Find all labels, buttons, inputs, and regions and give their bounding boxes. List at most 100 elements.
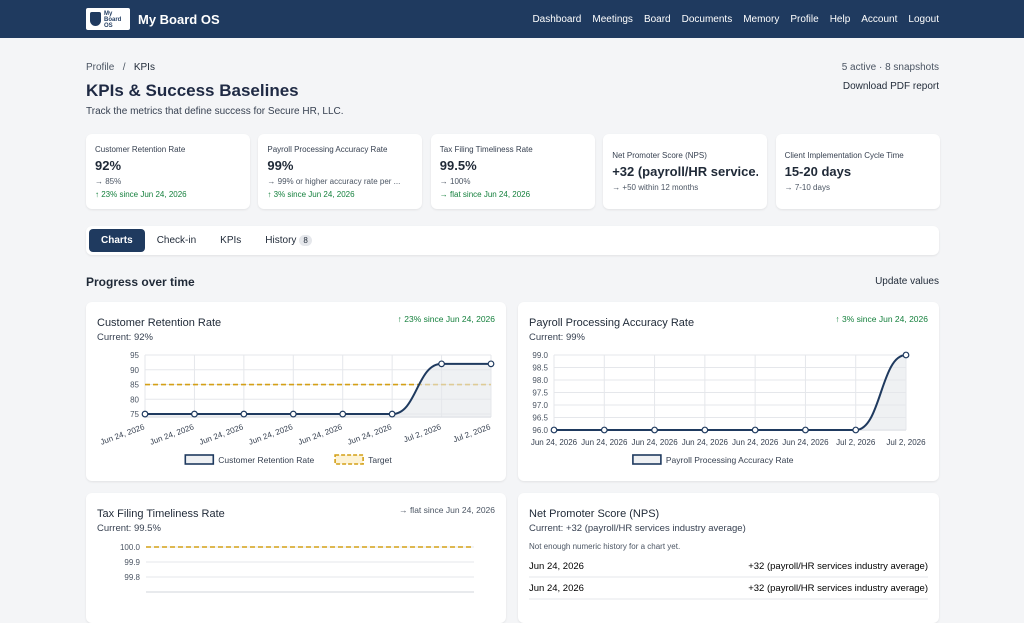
download-link[interactable]: Download PDF report [842, 81, 939, 92]
update-link[interactable]: Update values [875, 276, 939, 287]
tab-label: History [265, 235, 297, 246]
point [339, 410, 347, 418]
chart-current: Current: 99% [529, 332, 586, 343]
kpi-value: +32 (payroll/HR service... [612, 164, 759, 179]
chart-current: Current: 92% [97, 332, 154, 343]
point [751, 426, 759, 434]
kpi-target: → 99% or higher accuracy rate per ... [267, 176, 401, 186]
area-fill [145, 363, 491, 417]
point [550, 426, 558, 434]
nav-link[interactable]: Profile [790, 14, 819, 25]
line [553, 354, 907, 431]
x-tick-label: Jun 24, 2026 [149, 422, 196, 446]
point [388, 410, 396, 418]
x-tick-label: Jun 24, 2026 [346, 422, 393, 446]
chart-title: Customer Retention Rate [97, 317, 221, 329]
nav-link[interactable]: Meetings [592, 14, 633, 25]
section-title: Progress over time [86, 275, 195, 289]
nav-link[interactable]: Logout [908, 14, 939, 25]
nav-link[interactable]: Documents [681, 14, 733, 25]
brand[interactable]: My Board OS [138, 12, 220, 27]
tab[interactable]: KPIs [208, 229, 253, 252]
crumb: KPIs [133, 62, 155, 73]
chart-trend: → flat since Jun 24, 2026 [399, 505, 495, 515]
nav-bar: My Board OS My Board OS Dashboard Meetings B… [0, 0, 1024, 38]
nav-link[interactable]: Dashboard [532, 14, 582, 25]
x-tick-label: Jul 2, 2026 [452, 422, 492, 444]
legend-swatch [334, 454, 364, 465]
area-fill [554, 355, 906, 430]
point [240, 410, 248, 418]
chart-card: Customer Retention Rate Current: 92% ↑ 23%… [86, 302, 506, 481]
y-tick-label: 98.0 [532, 376, 548, 385]
x-tick-label: Jun 24, 2026 [732, 438, 779, 447]
x-tick-label: Jul 2, 2026 [402, 422, 442, 444]
kpi-target: → 7-10 days [784, 183, 830, 192]
legend-swatch [632, 454, 662, 465]
point [487, 360, 495, 368]
tabs: Charts Check-in KPIs History 8 [86, 226, 939, 255]
kpi-label: Client Implementation Cycle Time [784, 151, 904, 160]
point [289, 410, 297, 418]
y-tick-label: 100.0 [120, 543, 141, 552]
tab[interactable]: Charts [89, 229, 145, 252]
chart-note: Not enough numeric history for a chart y… [529, 542, 680, 551]
kpi-card: Client Implementation Cycle Time 15-20 da… [775, 134, 940, 209]
x-tick-label: Jul 2, 2026 [886, 438, 926, 447]
nav-link[interactable]: Board [643, 14, 671, 25]
x-tick-label: Jun 24, 2026 [782, 438, 829, 447]
x-tick-label: Jun 24, 2026 [682, 438, 729, 447]
chart: Payroll Processing Accuracy Rate Current:… [529, 314, 928, 465]
chart-title: Tax Filing Timeliness Rate [97, 508, 225, 520]
x-tick-label: Jun 24, 2026 [631, 438, 678, 447]
tab-label: Charts [101, 235, 133, 246]
point [438, 360, 445, 368]
kpi-target: → 85% [95, 176, 122, 186]
kpi-trend: → flat since Jun 24, 2026 [439, 189, 531, 199]
breadcrumb: Profile / KPIs [86, 62, 155, 73]
point [651, 426, 658, 434]
point [141, 410, 149, 418]
crumb[interactable]: Profile [86, 62, 115, 73]
chart-trend: ↑ 3% since Jun 24, 2026 [835, 314, 928, 324]
y-tick-label: 75 [130, 410, 139, 419]
crumb-sep: / [122, 62, 126, 73]
logo[interactable]: My Board OS [86, 8, 130, 30]
chart-card: Tax Filing Timeliness Rate Current: 99.5%… [86, 493, 506, 623]
row-value: +32 (payroll/HR services industry averag… [748, 561, 928, 572]
y-tick-label: 95 [130, 351, 139, 360]
meta: 5 active · 8 snapshots [841, 62, 939, 73]
x-tick-label: Jun 24, 2026 [531, 438, 578, 447]
kpi-value: 99.5% [439, 157, 477, 173]
line [145, 362, 491, 416]
nav-link[interactable]: Memory [743, 14, 780, 25]
legend-label: Customer Retention Rate [218, 455, 314, 465]
chart-current: Current: +32 (payroll/HR services indust… [529, 523, 746, 534]
tab[interactable]: History 8 [253, 229, 324, 252]
nav-links: Dashboard Meetings Board Documents Memory Pro… [532, 14, 939, 25]
kpi-card: Net Promoter Score (NPS) +32 (payroll/HR … [603, 134, 768, 209]
y-tick-label: 90 [130, 366, 139, 375]
kpi-target: → +50 within 12 months [612, 183, 699, 192]
kpi-card: Payroll Processing Accuracy Rate 99% → 99%… [258, 134, 423, 209]
kpi-label: Payroll Processing Accuracy Rate [267, 144, 388, 154]
y-tick-label: 85 [130, 381, 139, 390]
logo-text: Board [104, 17, 122, 23]
nav-link[interactable]: Account [861, 14, 898, 25]
legend-label: Target [368, 455, 392, 465]
chart-card: Payroll Processing Accuracy Rate Current:… [518, 302, 939, 481]
point [852, 426, 860, 434]
y-tick-label: 96.0 [532, 426, 548, 435]
y-tick-label: 80 [130, 395, 139, 404]
kpi-card: Customer Retention Rate 92% → 85% ↑ 23% sin… [86, 134, 250, 209]
logo-text: OS [104, 23, 113, 29]
legend-label: Payroll Processing Accuracy Rate [666, 455, 794, 465]
kpi-value: 15-20 days [784, 164, 852, 179]
y-tick-label: 99.8 [124, 573, 140, 582]
y-tick-label: 99.9 [124, 558, 140, 567]
y-tick-label: 97.5 [532, 389, 548, 398]
chart-current: Current: 99.5% [97, 523, 161, 534]
nav-link[interactable]: Help [829, 14, 851, 25]
tab[interactable]: Check-in [145, 229, 208, 252]
